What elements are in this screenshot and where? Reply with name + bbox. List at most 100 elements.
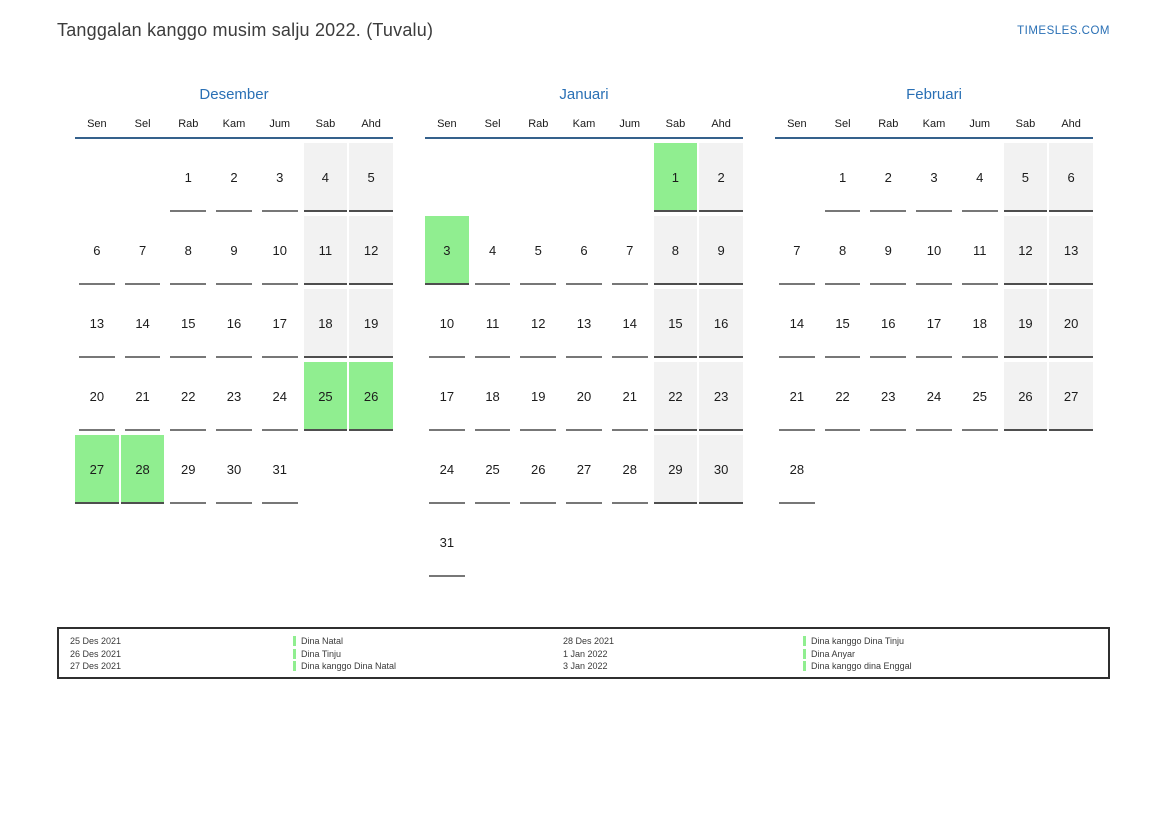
day-februari-8: 8 — [821, 216, 865, 285]
day-januari-24: 24 — [425, 435, 469, 504]
weekday-label: Sen — [437, 118, 457, 130]
month-grid: 1 2 3 4 5 6 7 8 9 10 11 12 13 14 15 16 17 18 19 20 21 22 23 24 2… — [75, 143, 393, 504]
day-desember-18: 18 — [303, 289, 348, 358]
weekday-label: Jum — [619, 118, 641, 130]
day-januari-11: 11 — [471, 289, 515, 358]
empty-cell — [516, 143, 560, 212]
empty-cell — [699, 508, 743, 577]
day-februari-22: 22 — [821, 362, 865, 431]
legend-box: 25 Des 2021 Dina Natal 26 Des 2021 Dina Tin… — [57, 627, 1110, 679]
day-desember-6: 6 — [75, 216, 119, 285]
empty-cell — [75, 143, 119, 212]
weekday-label: Rab — [178, 118, 199, 130]
day-januari-12: 12 — [516, 289, 560, 358]
day-januari-14: 14 — [608, 289, 652, 358]
day-januari-21: 21 — [608, 362, 652, 431]
legend-entry: Dina kanggo Dina Tinju — [803, 636, 1108, 647]
day-januari-25: 25 — [471, 435, 515, 504]
empty-cell — [912, 435, 956, 504]
day-februari-11: 11 — [958, 216, 1002, 285]
legend-date: 26 Des 2021 — [70, 648, 122, 659]
day-januari-10: 10 — [425, 289, 469, 358]
empty-cell — [608, 143, 652, 212]
legend-group: 28 Des 2021 Dina kanggo Dina Tinju 1 Jan 2… — [563, 635, 1108, 672]
empty-cell — [471, 508, 515, 577]
holiday-marker-icon — [803, 648, 806, 659]
legend-date: 1 Jan 2022 — [563, 648, 608, 659]
day-februari-10: 10 — [912, 216, 956, 285]
day-januari-29: 29 — [653, 435, 698, 504]
legend-date: 28 Des 2021 — [563, 636, 615, 647]
weekday-label: Sel — [834, 118, 851, 130]
weekday-label: Sab — [665, 118, 686, 130]
day-februari-5: 5 — [1003, 143, 1048, 212]
empty-cell — [821, 435, 865, 504]
weekday-label: Sel — [134, 118, 151, 130]
day-januari-23: 23 — [699, 362, 743, 431]
month-title: Desember — [199, 86, 269, 103]
empty-cell — [304, 435, 348, 504]
holiday-marker-icon — [293, 636, 296, 647]
day-februari-21: 21 — [775, 362, 819, 431]
day-desember-10: 10 — [258, 216, 302, 285]
empty-cell — [775, 143, 819, 212]
day-januari-19: 19 — [516, 362, 560, 431]
empty-cell — [654, 508, 698, 577]
day-januari-31: 31 — [425, 508, 469, 577]
day-januari-26: 26 — [516, 435, 560, 504]
day-desember-7: 7 — [121, 216, 165, 285]
legend-label-text: Dina Tinju — [301, 648, 342, 659]
day-januari-15: 15 — [653, 289, 698, 358]
day-februari-2: 2 — [866, 143, 910, 212]
day-desember-28: 28 — [120, 435, 165, 504]
weekday-label: Kam — [222, 118, 246, 130]
empty-cell — [1004, 435, 1048, 504]
weekday-label: Jum — [969, 118, 991, 130]
empty-cell — [121, 143, 165, 212]
weekday-header-row: Sen Sel Rab Kam Jum Sab Ahd — [75, 118, 393, 139]
legend-label-text: Dina kanggo Dina Tinju — [811, 636, 905, 647]
day-desember-30: 30 — [212, 435, 256, 504]
day-januari-3: 3 — [425, 216, 469, 285]
weekday-label: Sel — [484, 118, 501, 130]
day-februari-24: 24 — [912, 362, 956, 431]
empty-cell — [471, 143, 515, 212]
day-januari-6: 6 — [562, 216, 606, 285]
day-februari-9: 9 — [866, 216, 910, 285]
day-januari-4: 4 — [471, 216, 515, 285]
weekday-label: Sab — [315, 118, 336, 130]
day-februari-4: 4 — [958, 143, 1002, 212]
empty-cell — [349, 435, 393, 504]
empty-cell — [516, 508, 560, 577]
weekday-label: Ahd — [361, 118, 381, 130]
day-februari-7: 7 — [775, 216, 819, 285]
weekday-header-row: Sen Sel Rab Kam Jum Sab Ahd — [425, 118, 743, 139]
empty-cell — [562, 143, 606, 212]
weekday-label: Ahd — [711, 118, 731, 130]
month-grid: 1 2 3 4 5 6 7 8 9 10 11 12 13 14 15 16 17 18 19 20 21 22 23 24 2… — [775, 143, 1093, 504]
day-desember-4: 4 — [303, 143, 348, 212]
day-januari-18: 18 — [471, 362, 515, 431]
day-februari-15: 15 — [821, 289, 865, 358]
day-desember-19: 19 — [349, 289, 393, 358]
day-januari-16: 16 — [699, 289, 743, 358]
day-januari-1: 1 — [653, 143, 698, 212]
day-februari-13: 13 — [1049, 216, 1093, 285]
day-desember-5: 5 — [349, 143, 393, 212]
weekday-header-row: Sen Sel Rab Kam Jum Sab Ahd — [775, 118, 1093, 139]
day-desember-22: 22 — [166, 362, 210, 431]
weekday-label: Rab — [528, 118, 549, 130]
empty-cell — [866, 435, 910, 504]
weekday-label: Sen — [87, 118, 107, 130]
day-desember-16: 16 — [212, 289, 256, 358]
empty-cell — [562, 508, 606, 577]
day-desember-15: 15 — [166, 289, 210, 358]
day-februari-25: 25 — [958, 362, 1002, 431]
day-desember-20: 20 — [75, 362, 119, 431]
site-link[interactable]: TIMESLES.COM — [1017, 25, 1110, 37]
day-desember-14: 14 — [121, 289, 165, 358]
legend-date: 25 Des 2021 — [70, 636, 122, 647]
day-desember-26: 26 — [349, 362, 393, 431]
weekday-label: Kam — [922, 118, 946, 130]
legend-entry: Dina kanggo Dina Natal — [293, 660, 563, 671]
